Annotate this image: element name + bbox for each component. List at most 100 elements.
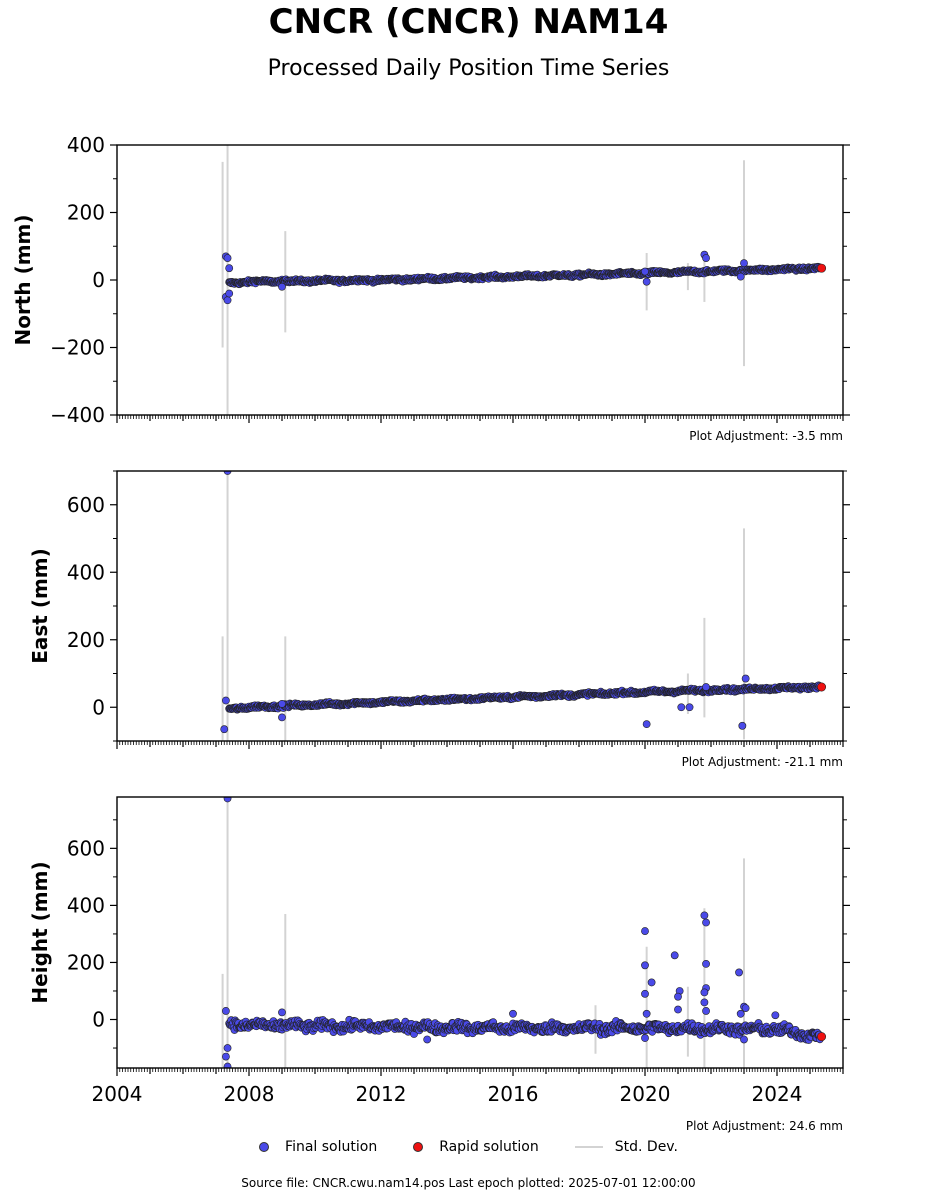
legend-item-final: Final solution: [259, 1139, 377, 1155]
final-point: [278, 1008, 286, 1017]
final-point: [278, 282, 286, 291]
final-point: [221, 696, 230, 705]
final-point: [700, 988, 709, 997]
final-point: [641, 1034, 649, 1042]
final-point: [674, 1005, 682, 1014]
final-point: [641, 989, 649, 998]
final-point: [771, 1011, 780, 1020]
final-point: [735, 968, 743, 977]
legend-label-rapid: Rapid solution: [439, 1139, 539, 1155]
final-point: [677, 703, 686, 712]
plot-area: [221, 797, 827, 1068]
x-tick-label: 2024: [752, 1082, 803, 1106]
final-point: [642, 277, 651, 286]
y-axis-label: East (mm): [28, 548, 52, 664]
x-tick-label: 2012: [356, 1082, 407, 1106]
final-solution-series: [221, 250, 824, 305]
final-point: [225, 264, 234, 273]
legend-item-rapid: Rapid solution: [413, 1139, 539, 1155]
final-point: [223, 1062, 232, 1068]
x-tick-label: 2004: [92, 1082, 143, 1106]
final-point: [223, 471, 232, 475]
plot-area: [220, 471, 827, 741]
y-tick-label: 0: [92, 1008, 105, 1032]
final-point: [647, 978, 656, 987]
panel-1: −400 −200 0 200 400 North (mm) Plot Adjustment…: [11, 133, 850, 443]
final-point: [509, 1009, 517, 1018]
y-tick-label: −400: [50, 403, 105, 427]
final-point: [641, 927, 649, 935]
y-tick-label: 200: [67, 950, 105, 974]
final-point: [220, 725, 229, 734]
y-tick-label: 0: [92, 695, 105, 719]
y-tick-label: 600: [67, 493, 105, 517]
final-point: [740, 1035, 748, 1044]
final-point: [642, 720, 651, 729]
final-point: [702, 1007, 710, 1015]
rapid-marker-icon: [413, 1142, 424, 1152]
final-point: [641, 961, 649, 970]
legend: Final solution Rapid solution Std. Dev.: [0, 1136, 937, 1158]
y-tick-label: 200: [67, 201, 105, 225]
rapid-point: [817, 263, 827, 273]
y-tick-label: −200: [50, 336, 105, 360]
final-point: [278, 699, 286, 708]
y-axis-label: Height (mm): [28, 861, 52, 1003]
plot-adjustment-label: Plot Adjustment: 24.6 mm: [686, 1119, 843, 1133]
final-point: [702, 683, 710, 691]
x-tick-label: 2016: [488, 1082, 539, 1106]
chart-title: CNCR (CNCR) NAM14: [268, 2, 669, 42]
final-point: [700, 911, 709, 920]
legend-label-final: Final solution: [285, 1139, 378, 1155]
stddev-line-icon: [574, 1146, 603, 1148]
final-point: [223, 1044, 232, 1052]
final-marker-icon: [259, 1142, 270, 1152]
final-point: [641, 267, 649, 276]
panel-3: 0 200 400 600 2004 2008 2012 2016 2020 2024 Height…: [28, 796, 850, 1133]
y-tick-label: 600: [67, 836, 105, 860]
final-point: [223, 254, 232, 262]
final-point: [741, 1004, 750, 1012]
y-axis-label: North (mm): [11, 214, 35, 345]
x-tick-label: 2020: [620, 1082, 671, 1106]
final-point: [736, 1009, 745, 1018]
final-solution-series: [220, 471, 824, 734]
plot-adjustment-label: Plot Adjustment: -21.1 mm: [682, 755, 843, 769]
y-tick-label: 400: [67, 560, 105, 584]
rapid-point: [817, 1032, 827, 1042]
final-point: [670, 951, 679, 960]
final-point: [223, 797, 232, 803]
final-point: [642, 1009, 651, 1018]
final-point: [674, 992, 682, 1001]
final-point: [740, 259, 748, 268]
final-point: [221, 1052, 230, 1061]
final-point: [225, 289, 234, 298]
plot-area: [221, 145, 827, 415]
y-tick-label: 400: [67, 893, 105, 917]
plot-adjustment-label: Plot Adjustment: -3.5 mm: [689, 429, 843, 443]
y-tick-label: 400: [67, 133, 105, 157]
x-tick-label: 2008: [224, 1082, 275, 1106]
final-point: [702, 254, 710, 262]
final-point: [223, 296, 232, 305]
y-tick-label: 0: [92, 268, 105, 292]
legend-item-std: Std. Dev.: [574, 1139, 678, 1155]
final-point: [741, 674, 750, 683]
final-point: [685, 703, 694, 712]
final-point: [702, 959, 710, 968]
final-point: [736, 272, 745, 281]
chart-subtitle: Processed Daily Position Time Series: [267, 56, 670, 81]
final-solution-series: [221, 797, 824, 1068]
panel-2: 0 200 400 600 East (mm) Plot Adjustment: -21.…: [28, 470, 850, 769]
final-point: [423, 1035, 432, 1044]
final-point: [221, 1007, 230, 1015]
y-tick-label: 200: [67, 628, 105, 652]
rapid-point: [817, 682, 827, 692]
final-point: [738, 721, 747, 730]
final-point: [278, 713, 286, 722]
legend-label-std: Std. Dev.: [614, 1139, 678, 1155]
final-point: [702, 918, 710, 927]
source-footer: Source file: CNCR.cwu.nam14.pos Last epo…: [241, 1176, 696, 1190]
final-point: [700, 998, 709, 1007]
